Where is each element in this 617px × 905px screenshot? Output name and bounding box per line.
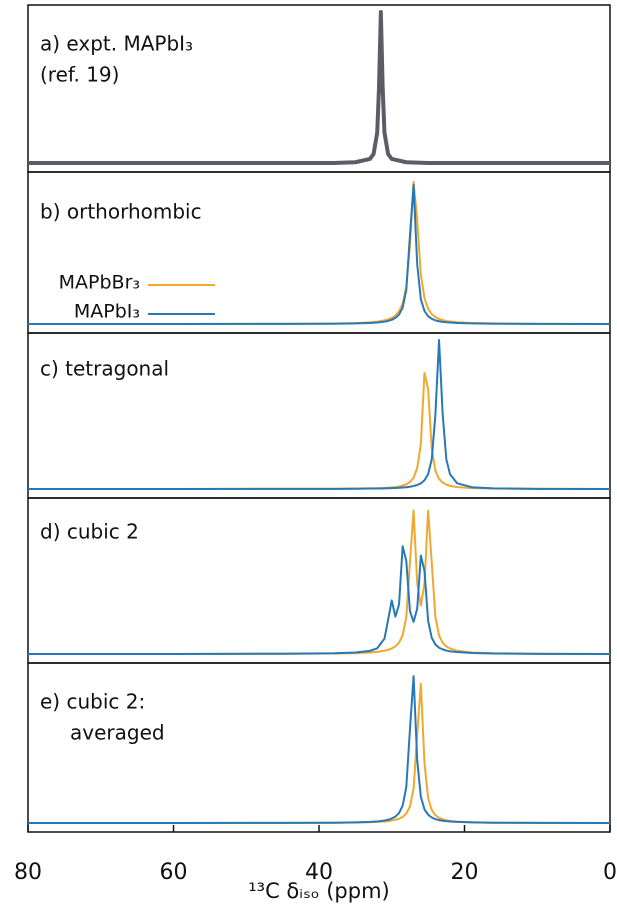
x-tick-label: 40 xyxy=(305,860,333,885)
panel-subtitle: (ref. 19) xyxy=(40,63,119,87)
spectrum-line xyxy=(28,545,611,655)
spectrum-line xyxy=(28,339,611,490)
panel-title: c) tetragonal xyxy=(40,357,169,381)
spectrum-line xyxy=(28,509,611,655)
x-axis-label: ¹³C δᵢₛₒ (ppm) xyxy=(248,879,389,903)
spectrum-line xyxy=(28,183,611,325)
legend-label: MAPbBr₃ xyxy=(59,272,140,294)
panel-title: e) cubic 2: xyxy=(40,690,145,714)
x-tick-label: 0 xyxy=(603,860,617,885)
panel-subtitle: averaged xyxy=(70,721,165,745)
legend-label: MAPbI₃ xyxy=(74,301,140,323)
spectrum-line xyxy=(28,675,611,824)
panel-title: b) orthorhombic xyxy=(40,200,202,224)
panel-title: a) expt. MAPbI₃ xyxy=(40,32,193,56)
x-tick-label: 20 xyxy=(451,860,479,885)
x-tick-label: 60 xyxy=(160,860,188,885)
panel-frame xyxy=(27,662,611,833)
panel-title: d) cubic 2 xyxy=(40,520,139,544)
x-tick-label: 80 xyxy=(14,860,42,885)
spectrum-line xyxy=(28,371,611,490)
panel-frame xyxy=(27,4,611,173)
spectrum-line xyxy=(28,10,610,165)
